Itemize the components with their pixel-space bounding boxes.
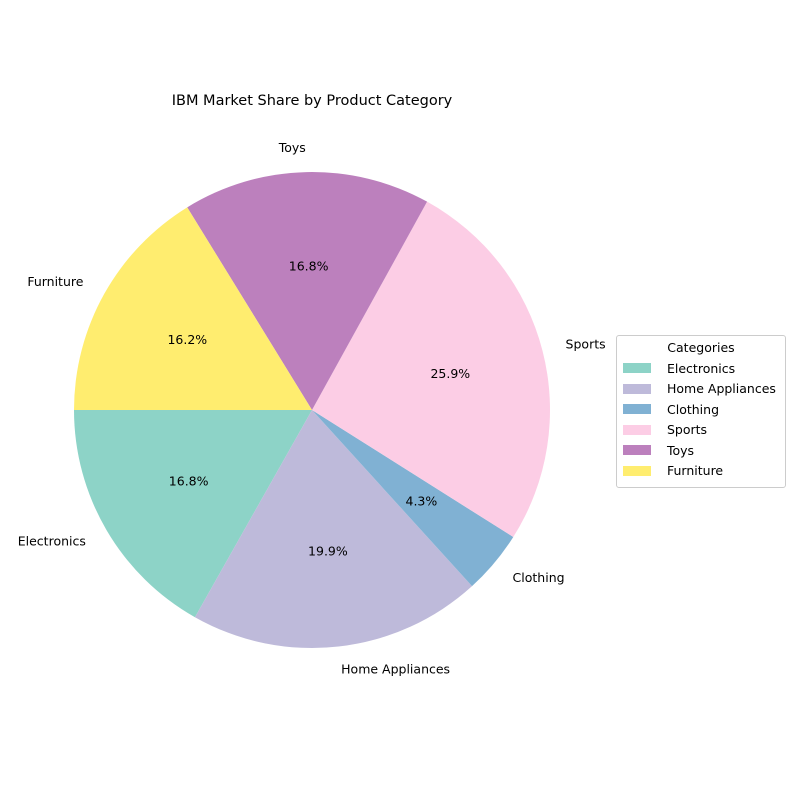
legend-label: Toys	[667, 442, 695, 458]
chart-title: IBM Market Share by Product Category	[172, 93, 453, 109]
pie-slice-furniture	[73, 207, 312, 410]
slice-percent-electronics: 16.8%	[169, 473, 209, 488]
pie-slice-home-appliances	[194, 410, 473, 648]
legend-item-toys: Toys	[617, 440, 785, 461]
slice-percent-furniture: 16.2%	[167, 332, 207, 347]
pie-slice-sports	[312, 201, 551, 538]
pie-slice-clothing	[312, 410, 514, 587]
slice-label-furniture: Furniture	[27, 274, 83, 289]
slice-percent-sports: 25.9%	[430, 366, 470, 381]
legend-swatch	[623, 445, 651, 456]
legend-item-furniture: Furniture	[617, 461, 785, 482]
slice-percent-home-appliances: 19.9%	[308, 543, 348, 558]
legend-title: Categories	[667, 340, 735, 355]
pie-slice-electronics	[74, 410, 312, 618]
slice-label-home-appliances: Home Appliances	[341, 662, 450, 677]
pie-labels: Electronics 16.8% Home Appliances 19.9% Clot…	[18, 140, 606, 677]
legend-label: Furniture	[667, 463, 724, 479]
legend-swatch	[623, 363, 651, 374]
legend-swatch	[623, 424, 651, 435]
legend-label: Electronics	[667, 360, 736, 376]
legend-label: Sports	[667, 422, 708, 438]
legend-item-electronics: Electronics	[617, 358, 785, 379]
pie-slice-toys	[187, 172, 428, 410]
legend-label: Clothing	[667, 401, 720, 417]
legend: Categories Electronics Home Appliances Clo…	[616, 335, 786, 488]
legend-item-clothing: Clothing	[617, 399, 785, 420]
legend-swatch	[623, 383, 651, 394]
legend-swatch	[623, 465, 651, 476]
slice-percent-clothing: 4.3%	[406, 493, 438, 508]
slice-label-electronics: Electronics	[18, 533, 86, 548]
legend-items: Electronics Home Appliances Clothing Sports…	[617, 358, 785, 481]
slice-label-sports: Sports	[566, 336, 606, 351]
slice-label-toys: Toys	[278, 140, 306, 155]
pie-slices	[73, 172, 551, 648]
slice-label-clothing: Clothing	[513, 570, 565, 585]
legend-swatch	[623, 404, 651, 415]
legend-item-sports: Sports	[617, 420, 785, 441]
legend-label: Home Appliances	[667, 381, 776, 397]
legend-item-home-appliances: Home Appliances	[617, 379, 785, 400]
slice-percent-toys: 16.8%	[289, 259, 329, 274]
